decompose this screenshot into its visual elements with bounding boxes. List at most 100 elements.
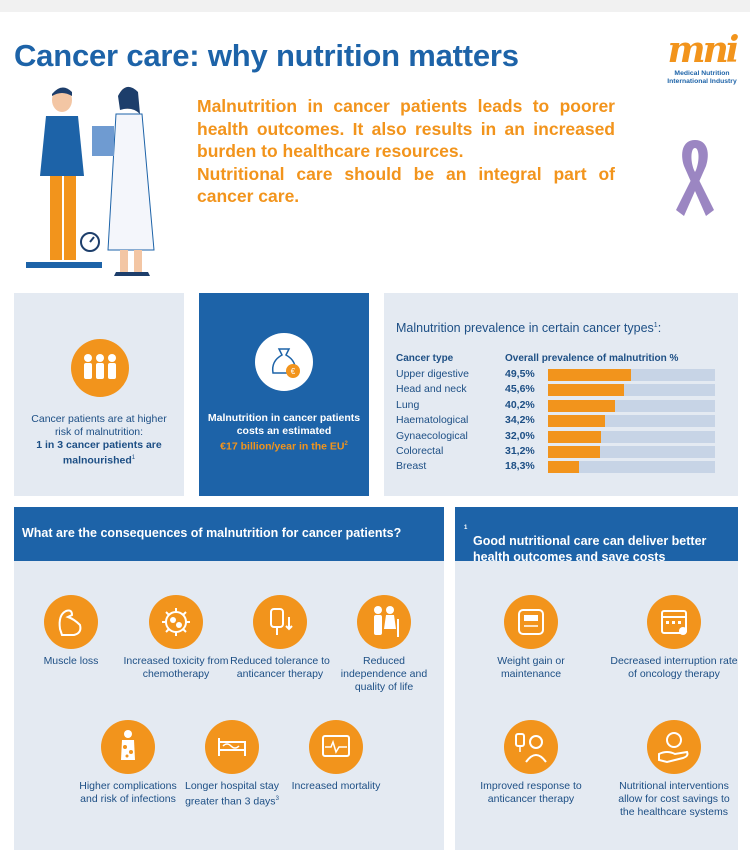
consequence-label: Reduced independence and quality of life bbox=[340, 655, 428, 693]
chart-category-label: Haematological bbox=[396, 414, 469, 427]
benefit-item-weight: Weight gain or maintenance bbox=[476, 595, 586, 681]
cost-stat-lead: Malnutrition in cancer patients costs an… bbox=[207, 412, 361, 437]
mni-logo: mni Medical Nutrition International Indu… bbox=[664, 30, 740, 86]
intro-paragraph-1: Malnutrition in cancer patients leads to… bbox=[197, 96, 615, 161]
consequence-item-hospital-stay: Longer hospital stay greater than 3 days… bbox=[177, 720, 287, 809]
logo-text-1: Medical Nutrition bbox=[674, 70, 730, 77]
cost-stat-highlight: €17 billion/year in the EU bbox=[220, 440, 345, 453]
intro-text: Malnutrition in cancer patients leads to… bbox=[197, 95, 615, 208]
iv-bag-icon bbox=[253, 595, 307, 649]
chart-title-suffix: : bbox=[657, 321, 662, 335]
consequence-item-mortality: Increased mortality bbox=[281, 720, 391, 793]
chart-bar bbox=[548, 384, 625, 397]
chart-bar-track bbox=[548, 369, 715, 381]
col-header-type: Cancer type bbox=[396, 353, 454, 364]
chart-value-label: 40,2% bbox=[505, 398, 535, 411]
chart-value-label: 45,6% bbox=[505, 383, 535, 396]
people-group-icon bbox=[71, 339, 129, 397]
chart-row: Lung 40,2% bbox=[396, 399, 726, 413]
logo-mark: mni bbox=[667, 29, 740, 71]
chart-bar-track bbox=[548, 430, 715, 443]
infection-icon bbox=[101, 720, 155, 774]
chart-category-label: Breast bbox=[396, 460, 427, 473]
chart-bar bbox=[548, 415, 606, 428]
benefit-label: Improved response to anticancer therapy bbox=[480, 780, 582, 805]
cost-stat-panel: € Malnutrition in cancer patients costs … bbox=[199, 293, 369, 496]
chart-category-label: Head and neck bbox=[396, 383, 467, 396]
chart-value-label: 32,0% bbox=[505, 429, 535, 442]
chart-row: Gynaecological 32,0% bbox=[396, 430, 726, 444]
chart-bar bbox=[548, 399, 616, 412]
cost-stat-text: Malnutrition in cancer patients costs an… bbox=[207, 412, 361, 454]
chart-title: Malnutrition prevalence in certain cance… bbox=[396, 321, 661, 335]
chart-row: Upper digestive 49,5% bbox=[396, 368, 726, 382]
money-bag-icon: € bbox=[255, 333, 313, 391]
benefits-title-ref: 1 bbox=[464, 525, 468, 531]
chart-bar bbox=[548, 461, 579, 474]
chart-bar bbox=[548, 430, 602, 443]
chart-bar-track bbox=[548, 399, 715, 412]
chart-bar-track bbox=[548, 415, 715, 428]
benefit-item-cost-savings: Nutritional interventions allow for cost… bbox=[610, 720, 738, 819]
scale-icon bbox=[504, 595, 558, 649]
consequence-ref: 3 bbox=[275, 796, 279, 802]
chart-row: Breast 18,3% bbox=[396, 460, 726, 474]
consequence-label: Reduced tolerance to anticancer therapy bbox=[230, 655, 330, 680]
page-title: Cancer care: why nutrition matters bbox=[14, 38, 519, 73]
chart-bar-track bbox=[548, 446, 715, 458]
chart-value-label: 31,2% bbox=[505, 445, 535, 457]
risk-stat-ref: 1 bbox=[131, 455, 136, 461]
consequence-label: Higher complications and risk of infecti… bbox=[79, 780, 177, 805]
chart-title-ref: 1 bbox=[653, 321, 658, 329]
chart-value-label: 34,2% bbox=[505, 414, 535, 427]
benefits-title: Good nutritional care can deliver better… bbox=[464, 520, 724, 564]
consequence-item-infections: Higher complications and risk of infecti… bbox=[73, 720, 183, 806]
intro-paragraph-2: Nutritional care should be an integral p… bbox=[197, 163, 615, 207]
chart-bar-track bbox=[548, 384, 715, 397]
consequence-item-tolerance: Reduced tolerance to anticancer therapy bbox=[225, 595, 335, 681]
chart-category-label: Gynaecological bbox=[396, 429, 468, 442]
benefits-panel: Good nutritional care can deliver better… bbox=[455, 507, 738, 850]
benefit-item-interruption: Decreased interruption rate of oncology … bbox=[610, 595, 738, 681]
benefit-label: Nutritional interventions allow for cost… bbox=[618, 780, 730, 818]
consequence-label-text: Longer hospital stay greater than 3 days bbox=[185, 780, 279, 808]
benefit-label: Decreased interruption rate of oncology … bbox=[610, 655, 738, 680]
euro-symbol: € bbox=[291, 367, 296, 376]
risk-stat-panel: Cancer patients are at higher risk of ma… bbox=[14, 293, 184, 496]
consequence-label: Longer hospital stay greater than 3 days… bbox=[177, 780, 287, 809]
chart-title-text: Malnutrition prevalence in certain cance… bbox=[396, 321, 654, 335]
risk-stat-text: Cancer patients are at higher risk of ma… bbox=[22, 413, 176, 468]
chart-category-label: Colorectal bbox=[396, 445, 444, 457]
cost-stat-ref: 2 bbox=[344, 441, 348, 447]
awareness-ribbon-icon bbox=[672, 136, 718, 220]
chart-row: Head and neck 45,6% bbox=[396, 383, 726, 397]
benefits-title-text: Good nutritional care can deliver better… bbox=[473, 534, 707, 564]
muscle-icon bbox=[44, 595, 98, 649]
consequence-label: Muscle loss bbox=[43, 655, 99, 667]
risk-stat-lead: Cancer patients are at higher risk of ma… bbox=[31, 413, 167, 438]
heart-monitor-icon bbox=[309, 720, 363, 774]
top-strip bbox=[0, 0, 750, 12]
risk-stat-bold: 1 in 3 cancer patients are malnourished bbox=[36, 439, 162, 467]
chart-row: Haematological 34,2% bbox=[396, 414, 726, 428]
patient-iv-icon bbox=[504, 720, 558, 774]
chart-bar bbox=[548, 446, 601, 458]
coin-hand-icon bbox=[647, 720, 701, 774]
chart-bar bbox=[548, 369, 631, 381]
col-header-value: Overall prevalence of malnutrition % bbox=[505, 353, 679, 364]
benefit-label: Weight gain or maintenance bbox=[497, 655, 565, 680]
consequence-item-independence: Reduced independence and quality of life bbox=[329, 595, 439, 694]
chart-bar-track bbox=[548, 461, 715, 474]
chart-value-label: 18,3% bbox=[505, 460, 535, 473]
elderly-couple-icon bbox=[357, 595, 411, 649]
consequences-header: What are the consequences of malnutritio… bbox=[14, 507, 444, 561]
toxicity-icon bbox=[149, 595, 203, 649]
consequences-panel: What are the consequences of malnutritio… bbox=[14, 507, 444, 850]
chart-category-label: Upper digestive bbox=[396, 368, 469, 380]
chart-category-label: Lung bbox=[396, 398, 420, 411]
benefit-item-response: Improved response to anticancer therapy bbox=[476, 720, 586, 806]
chart-value-label: 49,5% bbox=[505, 368, 535, 380]
consequence-item-toxicity: Increased toxicity from chemotherapy bbox=[121, 595, 231, 681]
logo-text-2: International Industry bbox=[667, 78, 737, 85]
calendar-icon bbox=[647, 595, 701, 649]
